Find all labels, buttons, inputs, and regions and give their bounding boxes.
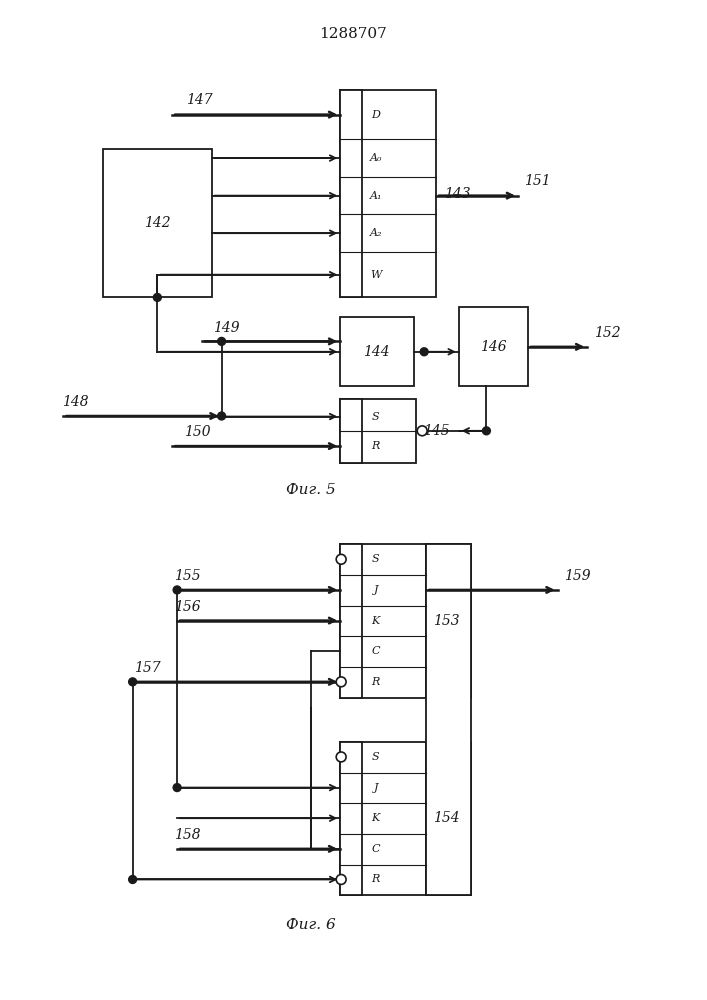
Circle shape [218, 412, 226, 420]
Text: Фиг. 6: Фиг. 6 [286, 918, 335, 932]
Text: 1288707: 1288707 [319, 27, 387, 41]
Bar [426, 544, 471, 895]
Bar [426, 742, 471, 895]
Text: C: C [371, 646, 380, 656]
Text: A₁: A₁ [370, 191, 382, 201]
Text: 147: 147 [187, 93, 213, 107]
Text: Фиг. 5: Фиг. 5 [286, 483, 335, 497]
Text: J: J [373, 783, 378, 793]
Text: 143: 143 [445, 187, 471, 201]
Bar [426, 544, 471, 698]
Text: 153: 153 [433, 614, 460, 628]
Text: S: S [372, 752, 380, 762]
Circle shape [420, 348, 428, 356]
Circle shape [218, 337, 226, 345]
Bar [340, 399, 362, 463]
Text: D: D [371, 110, 380, 120]
Text: 145: 145 [423, 424, 450, 438]
Bar [340, 742, 362, 895]
Circle shape [337, 677, 346, 687]
Bar [340, 90, 362, 297]
Text: 159: 159 [564, 569, 590, 583]
Circle shape [129, 876, 136, 883]
Text: A₂: A₂ [370, 228, 382, 238]
Text: 144: 144 [363, 345, 390, 359]
Text: 151: 151 [525, 174, 551, 188]
Text: J: J [373, 585, 378, 595]
Text: A₀: A₀ [370, 153, 382, 163]
Text: S: S [372, 554, 380, 564]
Circle shape [173, 586, 181, 594]
Bar [340, 544, 362, 698]
Text: 152: 152 [594, 326, 620, 340]
Text: C: C [371, 844, 380, 854]
Bar [340, 317, 414, 386]
Bar [340, 544, 426, 698]
Circle shape [482, 427, 491, 435]
Circle shape [153, 293, 161, 301]
Bar [459, 307, 528, 386]
Circle shape [337, 752, 346, 762]
Text: 142: 142 [144, 216, 170, 230]
Bar [340, 90, 436, 297]
Text: 154: 154 [433, 811, 460, 825]
Text: 156: 156 [174, 600, 200, 614]
Text: 149: 149 [214, 321, 240, 335]
Circle shape [417, 426, 427, 436]
Text: R: R [372, 874, 380, 884]
Text: W: W [370, 270, 381, 280]
Text: 146: 146 [480, 340, 507, 354]
Text: 155: 155 [174, 569, 200, 583]
Bar [103, 149, 211, 297]
Text: 148: 148 [62, 395, 88, 409]
Text: K: K [372, 616, 380, 626]
Text: R: R [372, 441, 380, 451]
Text: 150: 150 [184, 425, 210, 439]
Text: S: S [372, 412, 380, 422]
Text: K: K [372, 813, 380, 823]
Circle shape [173, 784, 181, 792]
Text: 157: 157 [134, 661, 160, 675]
Bar [340, 742, 426, 895]
Circle shape [337, 554, 346, 564]
Bar [340, 399, 416, 463]
Circle shape [337, 875, 346, 884]
Text: 158: 158 [174, 828, 200, 842]
Circle shape [129, 678, 136, 686]
Text: R: R [372, 677, 380, 687]
